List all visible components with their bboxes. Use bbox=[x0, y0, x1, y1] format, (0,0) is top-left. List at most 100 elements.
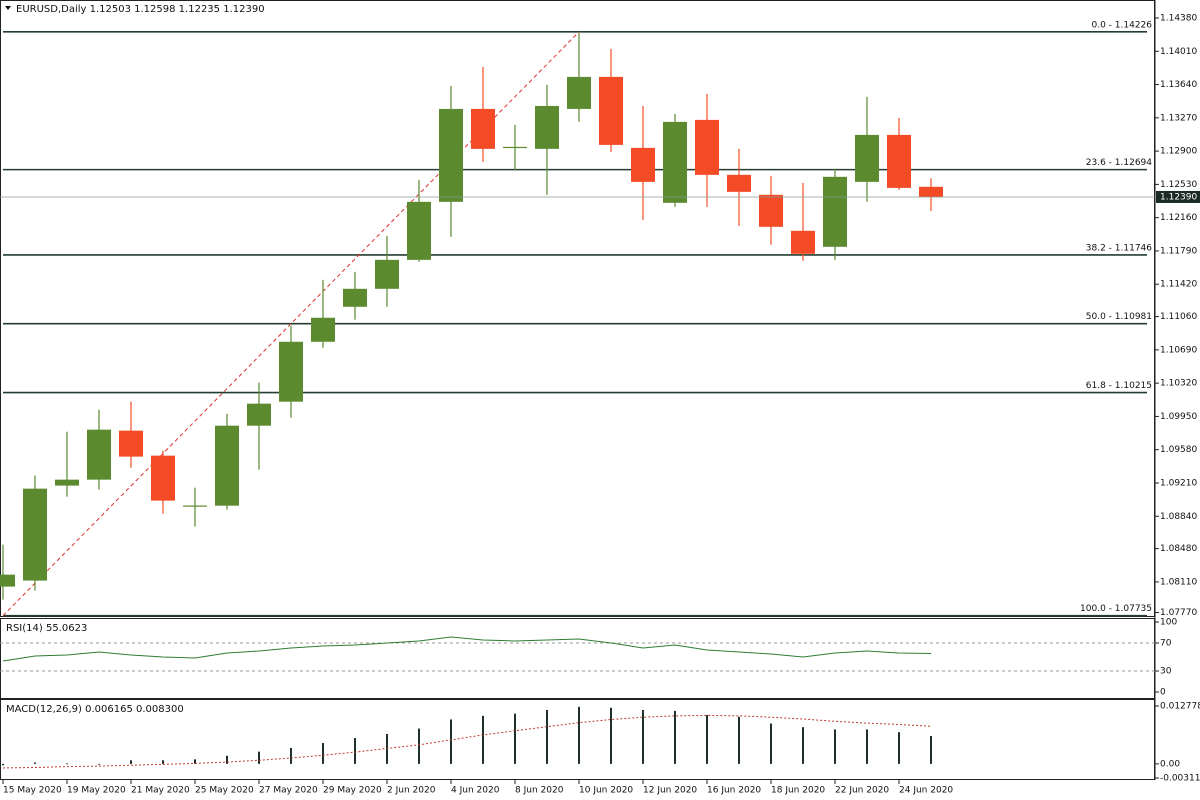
y-tick-label: 70 bbox=[1160, 639, 1172, 649]
macd-bar bbox=[674, 710, 676, 764]
candle-body bbox=[23, 488, 47, 581]
macd-bar bbox=[514, 713, 516, 764]
macd-bar bbox=[546, 709, 548, 764]
fib-label: 38.2 - 1.11746 bbox=[1086, 243, 1152, 253]
candle-body bbox=[599, 76, 623, 145]
fib-label: 61.8 - 1.10215 bbox=[1086, 381, 1152, 391]
candle-body bbox=[631, 147, 655, 182]
macd-bar bbox=[898, 732, 900, 764]
macd-bar bbox=[194, 759, 196, 764]
y-tick-label: 1.12530 bbox=[1160, 180, 1197, 190]
x-tick-label: 22 Jun 2020 bbox=[835, 786, 889, 796]
macd-bar bbox=[322, 743, 324, 764]
candle-body bbox=[535, 105, 559, 149]
candle-body bbox=[567, 76, 591, 109]
candle-body bbox=[887, 134, 911, 188]
fib-label: 23.6 - 1.12694 bbox=[1086, 158, 1152, 168]
macd-bar bbox=[2, 763, 4, 766]
rsi-line bbox=[2, 636, 932, 662]
candle-body bbox=[439, 108, 463, 202]
y-tick-label: 1.08110 bbox=[1160, 577, 1197, 587]
y-tick-label: 1.09210 bbox=[1160, 478, 1197, 488]
macd-bar bbox=[642, 709, 644, 764]
last-price-tag bbox=[1156, 190, 1200, 203]
y-tick-label: 1.13270 bbox=[1160, 113, 1197, 123]
x-tick-label: 16 Jun 2020 bbox=[707, 786, 761, 796]
macd-bar bbox=[418, 728, 420, 764]
y-tick-label: 1.14010 bbox=[1160, 47, 1197, 57]
macd-bar bbox=[770, 723, 772, 764]
macd-bar bbox=[66, 763, 68, 765]
macd-bar bbox=[290, 748, 292, 764]
macd-bar bbox=[706, 714, 708, 764]
macd-bar bbox=[930, 735, 932, 764]
y-tick-label: 1.11790 bbox=[1160, 246, 1197, 256]
x-tick-label: 8 Jun 2020 bbox=[515, 786, 564, 796]
macd-bar bbox=[866, 729, 868, 764]
candle-body bbox=[343, 288, 367, 307]
y-tick-label: 1.08840 bbox=[1160, 512, 1197, 522]
fib-label: 0.0 - 1.14226 bbox=[1092, 20, 1153, 30]
candle-body bbox=[695, 119, 719, 175]
macd-bar bbox=[258, 751, 260, 764]
macd-bar bbox=[450, 719, 452, 764]
macd-bar bbox=[98, 763, 100, 765]
macd-bar bbox=[354, 738, 356, 764]
x-tick-label: 29 May 2020 bbox=[323, 786, 382, 796]
y-tick-label: 1.12160 bbox=[1160, 213, 1197, 223]
candle-body bbox=[823, 176, 847, 247]
candle-body bbox=[407, 201, 431, 260]
macd-title: MACD(12,26,9) 0.006165 0.008300 bbox=[6, 704, 184, 715]
y-tick-label: 0 bbox=[1160, 688, 1166, 698]
candle-body bbox=[183, 505, 207, 507]
candle-body bbox=[503, 146, 527, 149]
candle-body bbox=[215, 425, 239, 506]
y-tick-label: 1.11060 bbox=[1160, 312, 1197, 322]
candle-body bbox=[855, 134, 879, 182]
macd-bar bbox=[130, 760, 132, 764]
y-tick-label: 1.10320 bbox=[1160, 379, 1197, 389]
candle-body bbox=[919, 186, 943, 197]
candle-body bbox=[279, 341, 303, 402]
y-tick-label: -0.003118 bbox=[1160, 774, 1200, 784]
candle-body bbox=[247, 403, 271, 426]
y-tick-label: 1.12900 bbox=[1160, 147, 1197, 157]
fib-label: 100.0 - 1.07735 bbox=[1080, 604, 1152, 614]
x-tick-label: 27 May 2020 bbox=[259, 786, 318, 796]
x-tick-label: 2 Jun 2020 bbox=[387, 786, 436, 796]
y-tick-label: 0.00 bbox=[1160, 759, 1180, 769]
macd-bar bbox=[34, 762, 36, 764]
last-price-label: 1.12390 bbox=[1160, 192, 1197, 202]
candle-body bbox=[87, 429, 111, 480]
x-tick-label: 15 May 2020 bbox=[3, 786, 62, 796]
y-tick-label: 30 bbox=[1160, 667, 1172, 677]
y-tick-label: 0.012778 bbox=[1160, 702, 1200, 712]
y-tick-label: 1.07770 bbox=[1160, 608, 1197, 618]
candle-body bbox=[791, 230, 815, 254]
y-tick-label: 1.10690 bbox=[1160, 345, 1197, 355]
macd-bar bbox=[610, 707, 612, 764]
x-tick-label: 12 Jun 2020 bbox=[643, 786, 697, 796]
macd-bar bbox=[578, 706, 580, 764]
macd-bar bbox=[834, 729, 836, 764]
macd-bar bbox=[482, 715, 484, 764]
macd-bar bbox=[226, 755, 228, 764]
macd-signal bbox=[2, 714, 932, 769]
rsi-title: RSI(14) 55.0623 bbox=[6, 623, 87, 634]
candle-body bbox=[119, 430, 143, 457]
x-tick-label: 4 Jun 2020 bbox=[451, 786, 500, 796]
candle-body bbox=[471, 108, 495, 149]
x-tick-label: 24 Jun 2020 bbox=[899, 786, 953, 796]
macd-bar bbox=[738, 716, 740, 764]
fib-trendline bbox=[2, 31, 580, 617]
y-tick-label: 1.09950 bbox=[1160, 412, 1197, 422]
macd-bar bbox=[162, 760, 164, 764]
candle-body bbox=[55, 479, 79, 486]
x-tick-label: 25 May 2020 bbox=[195, 786, 254, 796]
candle-body bbox=[151, 455, 175, 501]
candle-body bbox=[727, 174, 751, 192]
candle-body bbox=[311, 317, 335, 342]
x-tick-label: 21 May 2020 bbox=[131, 786, 190, 796]
